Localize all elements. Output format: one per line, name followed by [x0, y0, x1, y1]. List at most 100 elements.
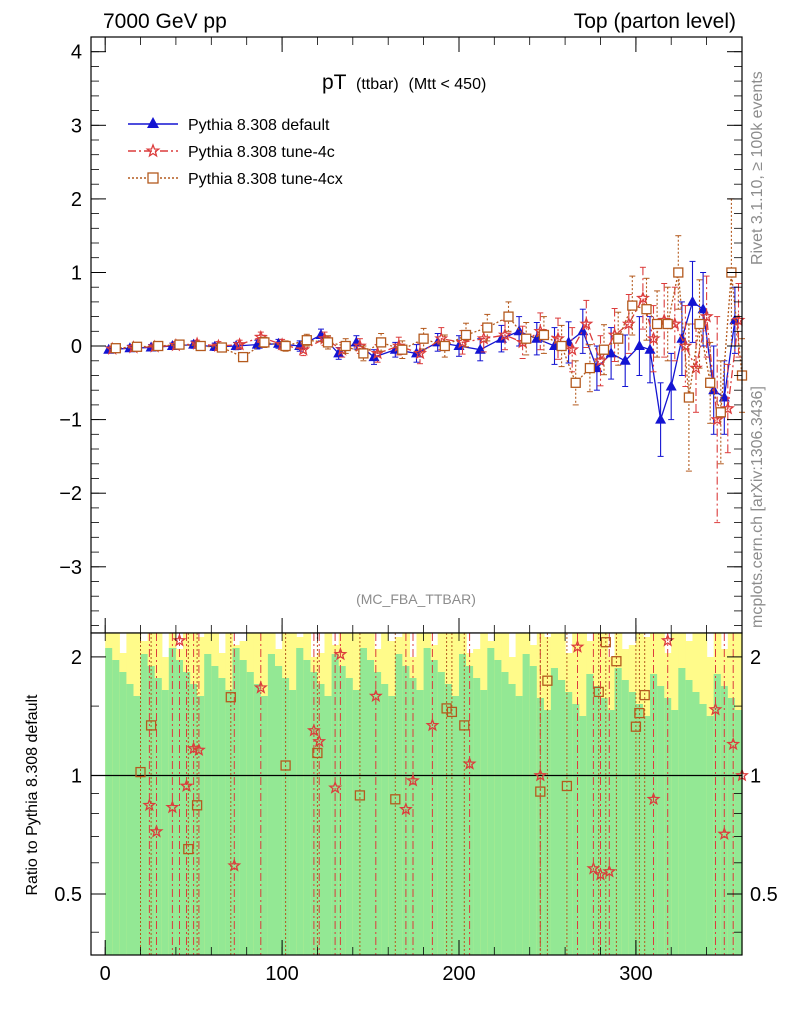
ratio-band-green: [204, 654, 212, 955]
data-point-tune4cx: [503, 311, 514, 322]
ratio-frame: [90, 632, 743, 956]
ratio-y-tick-label-right: 0.5: [750, 884, 778, 906]
ratio-band-green: [692, 692, 701, 955]
data-point-default: [665, 380, 677, 391]
ratio-band-green: [303, 660, 311, 955]
data-point-tune4cx: [570, 377, 581, 388]
data-point-tune4cx: [322, 337, 334, 348]
data-point-tune4cx: [584, 362, 596, 374]
ratio-band-green: [593, 686, 602, 955]
ratio-band-green: [621, 680, 630, 955]
ratio-y-tick-label: 0.5: [54, 884, 82, 906]
data-point-tune4cx: [131, 341, 143, 352]
ratio-band-green: [437, 672, 446, 955]
ratio-point-tune4c: [333, 647, 348, 661]
ratio-point-tune4c: [405, 773, 420, 787]
data-point-tune4c: [646, 331, 661, 345]
ratio-y-tick-label: 2: [71, 647, 82, 669]
data-point-tune4cx: [651, 318, 663, 330]
data-point-default: [577, 325, 589, 336]
ratio-band-green: [522, 654, 531, 955]
ratio-point-tune4cx: [390, 794, 401, 805]
data-point-tune4cx: [375, 337, 387, 348]
ratio-point-tune4c: [328, 780, 343, 794]
y-tick-label: 1: [71, 263, 82, 285]
ratio-y-axis-label: Ratio to Pythia 8.308 default: [24, 694, 41, 896]
legend-marker-square: [147, 172, 159, 184]
legend: Pythia 8.308 default Pythia 8.308 tune-4…: [128, 117, 343, 188]
ratio-band-green: [112, 660, 120, 955]
ratio-band-green: [508, 684, 517, 955]
ratio-band-green: [494, 660, 502, 955]
ratio-band-green: [657, 686, 665, 955]
ratio-band-green: [161, 690, 170, 955]
ratio-point-tune4c: [660, 633, 675, 647]
data-point-default: [605, 347, 617, 358]
ratio-band-green: [685, 680, 694, 955]
data-point-tune4c: [296, 342, 311, 356]
data-point-tune4cx: [259, 337, 270, 348]
data-point-tune4cx: [216, 342, 228, 353]
data-point-tune4cx: [301, 335, 312, 346]
ratio-band-green: [232, 648, 241, 955]
data-point-tune4c: [497, 327, 512, 341]
ratio-band-green: [367, 660, 375, 955]
data-point-tune4cx: [715, 407, 726, 418]
mcplots-credit: mcplots.cern.ch [arXiv:1306.3436]: [749, 386, 766, 628]
ratio-band-green: [388, 696, 396, 955]
data-point-tune4cx: [613, 333, 624, 344]
x-tick-label: 200: [442, 963, 475, 985]
data-point-tune4c: [413, 346, 428, 360]
x-tick-label: 0: [100, 963, 111, 985]
ratio-point-tune4c: [306, 723, 321, 737]
data-point-tune4cx: [418, 333, 429, 344]
ratio-band-green: [628, 692, 637, 955]
data-point-tune4c: [476, 331, 491, 345]
title-main: pT: [322, 71, 347, 94]
data-point-tune4cx: [627, 300, 638, 311]
data-point-tune4cx: [598, 344, 610, 355]
ratio-band-green: [529, 666, 538, 955]
ratio-band-green: [444, 684, 453, 955]
ratio-point-tune4cx: [600, 637, 611, 648]
data-point-tune4cx: [683, 392, 695, 403]
ratio-band-green: [246, 672, 255, 955]
data-point-tune4cx: [538, 329, 550, 341]
ratio-band-green: [225, 690, 234, 955]
ratio-point-tune4c: [708, 702, 723, 716]
data-point-tune4c: [565, 342, 580, 356]
data-point-tune4c: [621, 316, 636, 330]
ratio-band-green: [572, 704, 580, 955]
x-tick-label: 100: [265, 963, 298, 985]
data-point-default: [687, 295, 698, 306]
data-point-default: [513, 325, 525, 336]
ratio-band-green: [324, 696, 333, 955]
data-point-default: [531, 332, 543, 343]
legend-entry-tune4cx: Pythia 8.308 tune-4cx: [128, 171, 343, 188]
ratio-band-green: [565, 692, 573, 955]
header-observable: Top (parton level): [574, 10, 736, 33]
ratio-point-tune4cx: [446, 706, 458, 718]
ratio-band-green: [501, 672, 510, 955]
rivet-version: Rivet 3.1.10, ≥ 100k events: [749, 71, 766, 265]
ratio-band-green: [699, 704, 708, 955]
data-point-tune4c: [593, 353, 608, 367]
ratio-point-tune4c: [227, 858, 242, 872]
data-point-tune4cx: [556, 340, 567, 352]
data-point-default: [368, 351, 380, 362]
ratio-band-green: [345, 678, 354, 955]
ratio-band-green: [211, 666, 219, 955]
y-tick-label: −1: [59, 410, 82, 432]
data-point-tune4cx: [460, 329, 472, 341]
data-point-tune4cx: [110, 343, 121, 354]
data-point-tune4cx: [358, 348, 369, 359]
ratio-band-green: [197, 696, 205, 955]
ratio-point-tune4c: [368, 688, 383, 703]
ratio-band-green: [734, 710, 743, 955]
ratio-band-green: [133, 696, 142, 955]
legend-marker-star: [145, 143, 161, 158]
y-tick-label: 0: [71, 336, 82, 358]
ratio-point-tune4c: [142, 797, 157, 812]
ratio-point-tune4c: [165, 799, 180, 814]
ratio-band-green: [487, 648, 495, 955]
